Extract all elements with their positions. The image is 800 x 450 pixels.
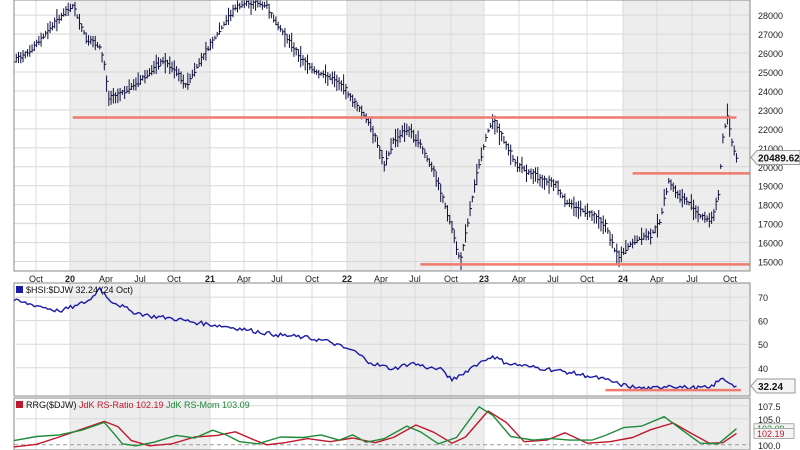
price-y-tick: 18000 xyxy=(758,201,783,211)
rs-mom-line xyxy=(13,406,737,447)
ratio-line xyxy=(13,286,737,392)
x-month-label: Jul xyxy=(686,274,698,284)
rrg-y-tick: 107.5 xyxy=(758,402,781,412)
rrg-y-tick: 105.0 xyxy=(758,415,781,425)
x-month-label: Jul xyxy=(547,274,559,284)
price-y-tick: 17000 xyxy=(758,220,783,230)
price-y-tick: 20000 xyxy=(758,163,783,173)
rrg-last-box xyxy=(753,428,795,439)
x-month-label: Oct xyxy=(29,274,44,284)
price-y-tick: 21000 xyxy=(758,144,783,154)
price-y-tick: 22000 xyxy=(758,125,783,135)
x-month-label: Jul xyxy=(271,274,283,284)
price-y-tick: 28000 xyxy=(758,11,783,21)
rrg-last-label: 102.19 xyxy=(757,429,785,439)
last-value-label: 20489.62 xyxy=(758,153,800,164)
price-y-tick: 23000 xyxy=(758,106,783,116)
last-value-box xyxy=(750,149,800,165)
x-month-label: Oct xyxy=(580,274,595,284)
x-month-label: Oct xyxy=(305,274,320,284)
ratio-y-tick: 40 xyxy=(758,364,768,374)
x-month-label: Oct xyxy=(167,274,182,284)
year-band-2-2 xyxy=(623,398,750,450)
price-y-tick: 25000 xyxy=(758,68,783,78)
price-y-tick: 15000 xyxy=(758,258,783,268)
panel-border-1 xyxy=(13,282,751,397)
ratio-last-box xyxy=(750,378,796,394)
x-month-label: Apr xyxy=(650,274,664,284)
ratio-y-tick: 60 xyxy=(758,317,768,327)
ratio-last-label: 32.24 xyxy=(758,382,783,393)
panel-border-2 xyxy=(13,397,751,450)
rrg-legend-ratio: JdK RS-Ratio 102.19 xyxy=(79,400,166,410)
price-y-tick: 16000 xyxy=(758,239,783,249)
x-month-label: Apr xyxy=(374,274,388,284)
price-bars xyxy=(13,0,739,271)
x-year-label: 22 xyxy=(342,274,352,284)
price-y-tick: 24000 xyxy=(758,87,783,97)
x-year-label: 23 xyxy=(479,274,489,284)
ratio-y-tick: 70 xyxy=(758,293,768,303)
x-year-label: 21 xyxy=(205,274,215,284)
rrg-legend-mom: JdK RS-Mom 103.09 xyxy=(166,400,250,410)
year-band-0-2 xyxy=(623,0,750,271)
rrg-legend: RRG($DJW) JdK RS-Ratio 102.19 JdK RS-Mom… xyxy=(26,400,250,410)
x-month-label: Jul xyxy=(134,274,146,284)
x-month-label: Oct xyxy=(444,274,459,284)
rrg-legend-swatch xyxy=(16,401,23,408)
x-month-label: Oct xyxy=(723,274,738,284)
rs-ratio-line xyxy=(13,410,737,448)
x-month-label: Apr xyxy=(512,274,526,284)
rrg-legend-prefix: RRG($DJW) xyxy=(26,400,79,410)
price-y-tick: 27000 xyxy=(758,30,783,40)
x-year-label: 20 xyxy=(65,274,75,284)
ratio-legend: $HSI:$DJW 32.24 (24 Oct) xyxy=(26,285,133,295)
price-y-tick: 19000 xyxy=(758,182,783,192)
panel-border-0 xyxy=(13,0,751,272)
price-y-tick: 26000 xyxy=(758,49,783,59)
x-year-label: 24 xyxy=(618,274,628,284)
ratio-y-tick: 50 xyxy=(758,340,768,350)
x-month-label: Apr xyxy=(237,274,251,284)
rrg-y-tick: 100.0 xyxy=(758,441,781,450)
x-month-label: Jul xyxy=(409,274,421,284)
ratio-legend-swatch xyxy=(16,286,23,293)
x-month-label: Apr xyxy=(99,274,113,284)
year-band-1-2 xyxy=(623,283,750,396)
